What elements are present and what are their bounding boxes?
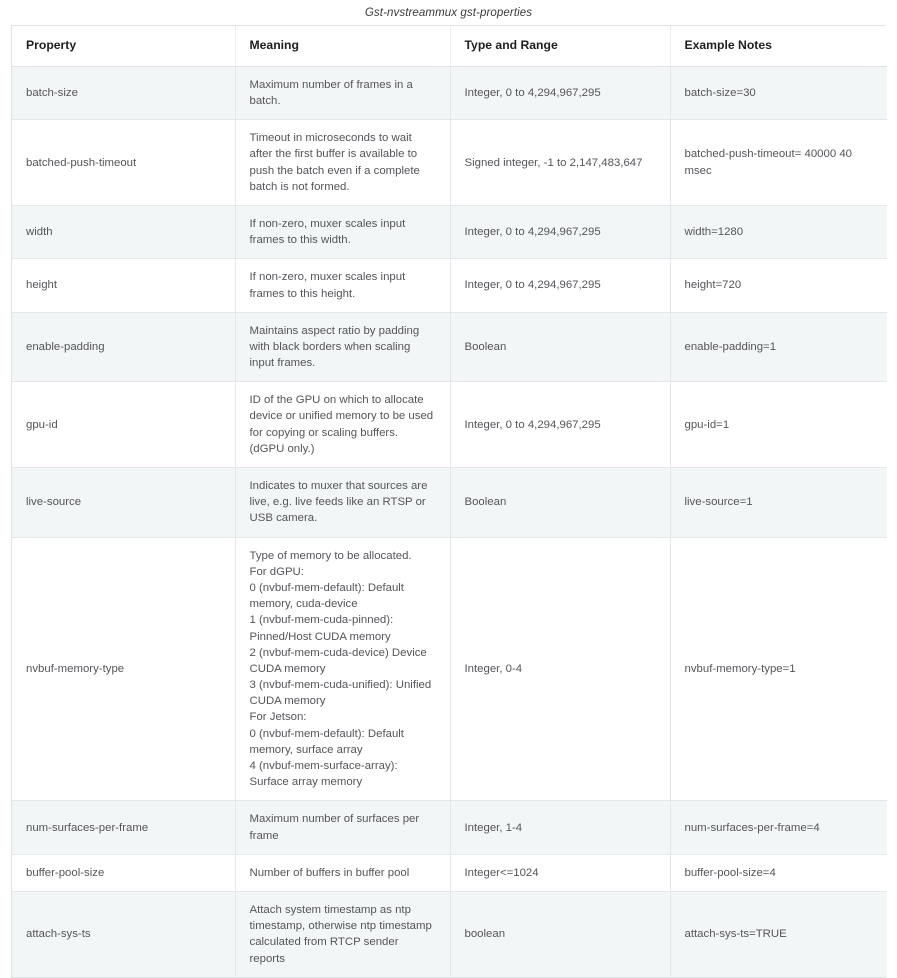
table-row: height If non-zero, muxer scales input fr… bbox=[12, 258, 887, 313]
table-row: width If non-zero, muxer scales input fra… bbox=[12, 205, 887, 260]
properties-table-container: Property Meaning Type and Range Example … bbox=[11, 25, 887, 978]
table-row: live-source Indicates to muxer that sourc… bbox=[12, 467, 887, 538]
cell-type-range: Boolean bbox=[450, 467, 671, 538]
cell-type-range: Integer, 1-4 bbox=[450, 800, 671, 855]
cell-meaning: Maximum number of surfaces per frame bbox=[235, 800, 451, 855]
column-header-meaning: Meaning bbox=[235, 26, 451, 67]
cell-property: width bbox=[12, 205, 236, 260]
cell-property: height bbox=[12, 258, 236, 313]
table-header: Property Meaning Type and Range Example … bbox=[12, 26, 887, 67]
cell-example: attach-sys-ts=TRUE bbox=[670, 891, 887, 977]
table-row: nvbuf-memory-type Type of memory to be al… bbox=[12, 537, 887, 802]
cell-property: live-source bbox=[12, 467, 236, 538]
cell-example: width=1280 bbox=[670, 205, 887, 260]
cell-property: enable-padding bbox=[12, 312, 236, 383]
column-header-property: Property bbox=[12, 26, 236, 67]
cell-property: batched-push-timeout bbox=[12, 119, 236, 206]
cell-type-range: boolean bbox=[450, 891, 671, 977]
cell-example: batch-size=30 bbox=[670, 66, 887, 121]
column-header-type-range: Type and Range bbox=[450, 26, 671, 67]
cell-meaning: Type of memory to be allocated. For dGPU… bbox=[235, 537, 451, 802]
table-row: batched-push-timeout Timeout in microseco… bbox=[12, 119, 887, 206]
cell-example: buffer-pool-size=4 bbox=[670, 854, 887, 892]
cell-type-range: Signed integer, -1 to 2,147,483,647 bbox=[450, 119, 671, 206]
table-body: batch-size Maximum number of frames in a … bbox=[12, 66, 887, 977]
table-row: batch-size Maximum number of frames in a … bbox=[12, 66, 887, 121]
cell-property: nvbuf-memory-type bbox=[12, 537, 236, 802]
properties-table: Property Meaning Type and Range Example … bbox=[12, 26, 887, 977]
cell-type-range: Integer, 0 to 4,294,967,295 bbox=[450, 205, 671, 260]
cell-meaning: Indicates to muxer that sources are live… bbox=[235, 467, 451, 538]
cell-meaning: If non-zero, muxer scales input frames t… bbox=[235, 258, 451, 313]
cell-type-range: Integer<=1024 bbox=[450, 854, 671, 892]
cell-type-range: Integer, 0 to 4,294,967,295 bbox=[450, 66, 671, 121]
table-caption: Gst-nvstreammux gst-properties bbox=[364, 7, 533, 19]
cell-example: batched-push-timeout= 40000 40 msec bbox=[670, 119, 887, 206]
cell-meaning: Number of buffers in buffer pool bbox=[235, 854, 451, 892]
cell-type-range: Boolean bbox=[450, 312, 671, 383]
table-row: buffer-pool-size Number of buffers in buf… bbox=[12, 854, 887, 892]
cell-meaning: ID of the GPU on which to allocate devic… bbox=[235, 381, 451, 469]
cell-property: num-surfaces-per-frame bbox=[12, 800, 236, 855]
cell-meaning: Attach system timestamp as ntp timestamp… bbox=[235, 891, 451, 977]
cell-type-range: Integer, 0-4 bbox=[450, 537, 671, 802]
cell-example: nvbuf-memory-type=1 bbox=[670, 537, 887, 802]
cell-meaning: If non-zero, muxer scales input frames t… bbox=[235, 205, 451, 260]
cell-property: gpu-id bbox=[12, 381, 236, 469]
cell-example: gpu-id=1 bbox=[670, 381, 887, 469]
table-row: gpu-id ID of the GPU on which to allocate… bbox=[12, 381, 887, 469]
cell-meaning: Timeout in microseconds to wait after th… bbox=[235, 119, 451, 206]
page-root: Gst-nvstreammux gst-properties Property … bbox=[11, 7, 887, 978]
cell-meaning: Maximum number of frames in a batch. bbox=[235, 66, 451, 121]
cell-type-range: Integer, 0 to 4,294,967,295 bbox=[450, 381, 671, 469]
cell-example: num-surfaces-per-frame=4 bbox=[670, 800, 887, 855]
header-row: Property Meaning Type and Range Example … bbox=[12, 26, 887, 67]
table-row: enable-padding Maintains aspect ratio by … bbox=[12, 312, 887, 383]
column-header-example: Example Notes bbox=[670, 26, 887, 67]
cell-example: live-source=1 bbox=[670, 467, 887, 538]
cell-example: height=720 bbox=[670, 258, 887, 313]
table-row: attach-sys-ts Attach system timestamp as … bbox=[12, 891, 887, 977]
cell-type-range: Integer, 0 to 4,294,967,295 bbox=[450, 258, 671, 313]
table-row: num-surfaces-per-frame Maximum number of … bbox=[12, 800, 887, 855]
cell-meaning: Maintains aspect ratio by padding with b… bbox=[235, 312, 451, 383]
cell-property: attach-sys-ts bbox=[12, 891, 236, 977]
cell-property: batch-size bbox=[12, 66, 236, 121]
cell-property: buffer-pool-size bbox=[12, 854, 236, 892]
cell-example: enable-padding=1 bbox=[670, 312, 887, 383]
